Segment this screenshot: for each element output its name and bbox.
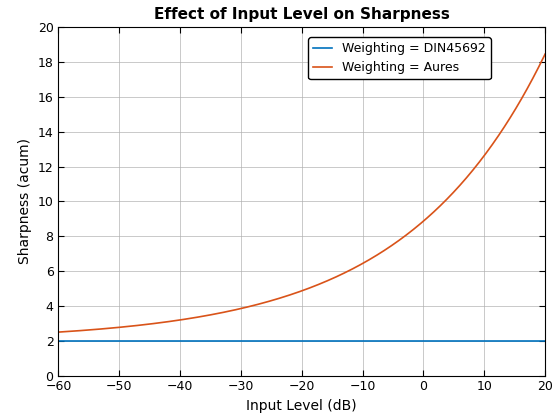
Weighting = DIN45692 bbox=[55, 338, 62, 343]
Weighting = Aures bbox=[276, 296, 282, 301]
Weighting = Aures bbox=[55, 330, 62, 335]
Weighting = DIN45692 bbox=[141, 338, 148, 343]
Weighting = DIN45692 bbox=[342, 338, 349, 343]
Weighting = Aures bbox=[180, 317, 187, 322]
Weighting = DIN45692 bbox=[422, 338, 428, 343]
X-axis label: Input Level (dB): Input Level (dB) bbox=[246, 399, 357, 413]
Line: Weighting = Aures: Weighting = Aures bbox=[58, 54, 545, 332]
Weighting = DIN45692 bbox=[180, 338, 187, 343]
Weighting = Aures bbox=[380, 249, 387, 254]
Weighting = Aures bbox=[422, 218, 428, 223]
Weighting = DIN45692 bbox=[542, 338, 548, 343]
Weighting = Aures bbox=[141, 322, 148, 327]
Weighting = DIN45692 bbox=[380, 338, 387, 343]
Weighting = Aures bbox=[342, 270, 349, 275]
Title: Effect of Input Level on Sharpness: Effect of Input Level on Sharpness bbox=[154, 7, 450, 22]
Weighting = Aures bbox=[542, 52, 548, 57]
Legend: Weighting = DIN45692, Weighting = Aures: Weighting = DIN45692, Weighting = Aures bbox=[308, 37, 491, 79]
Y-axis label: Sharpness (acum): Sharpness (acum) bbox=[18, 139, 32, 265]
Weighting = DIN45692 bbox=[276, 338, 282, 343]
